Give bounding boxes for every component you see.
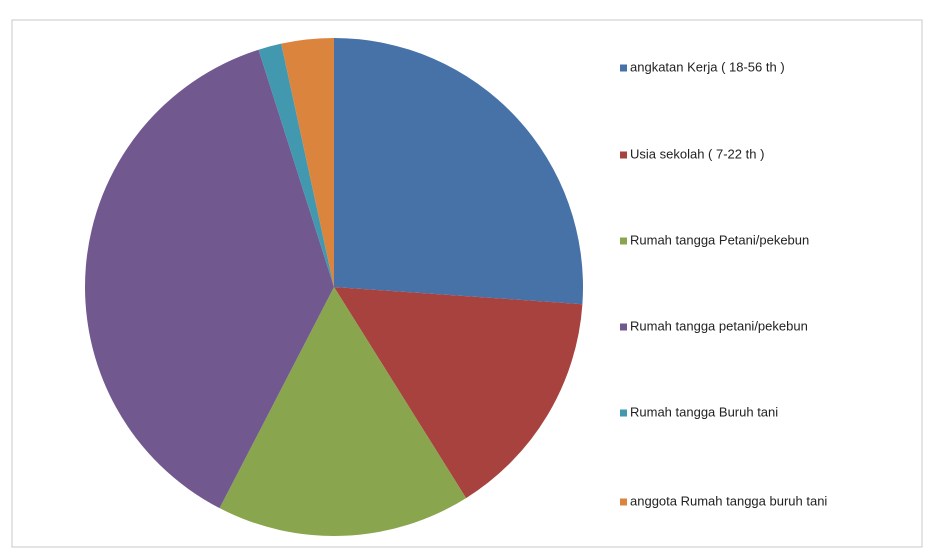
legend-marker bbox=[620, 409, 627, 417]
legend-label: Rumah tangga Petani/pekebun bbox=[630, 232, 809, 247]
legend-marker bbox=[620, 498, 627, 506]
pie-slice bbox=[258, 43, 334, 288]
pie-slice bbox=[281, 38, 334, 287]
pie-slice bbox=[334, 287, 583, 499]
legend-label: angkatan Kerja ( 18-56 th ) bbox=[630, 59, 785, 74]
pie-slice bbox=[334, 38, 583, 305]
legend-label: Rumah tangga Buruh tani bbox=[630, 404, 778, 419]
legend-marker bbox=[620, 323, 627, 331]
legend-label: Usia sekolah ( 7-22 th ) bbox=[630, 146, 764, 161]
legend-marker bbox=[620, 64, 627, 72]
legend-label: Rumah tangga petani/pekebun bbox=[630, 318, 808, 333]
pie-slice bbox=[85, 49, 334, 509]
legend-marker bbox=[620, 151, 627, 159]
legend-label: anggota Rumah tangga buruh tani bbox=[630, 493, 827, 508]
legend-marker bbox=[620, 237, 627, 245]
pie-slice bbox=[219, 287, 467, 536]
